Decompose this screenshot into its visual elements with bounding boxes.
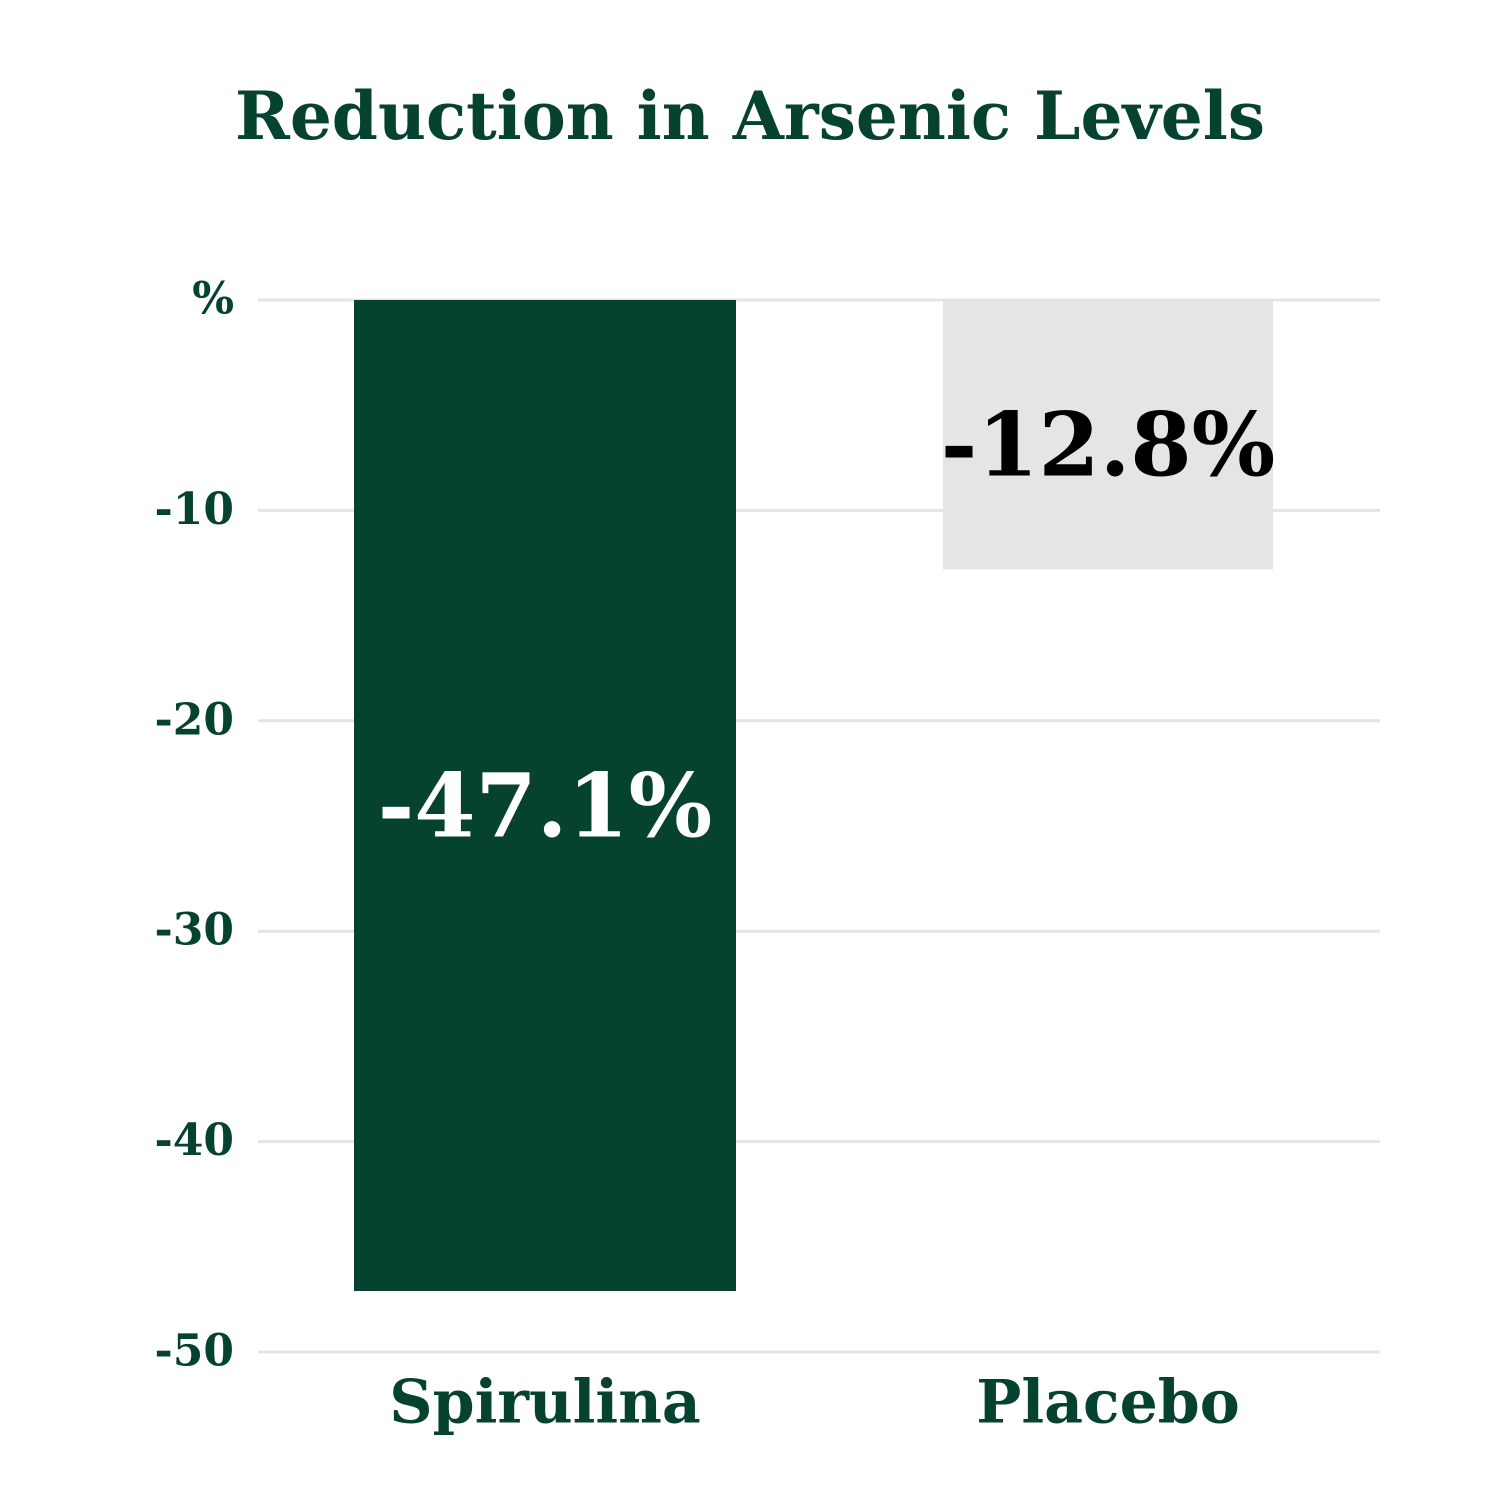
value-label: -12.8% — [941, 393, 1275, 497]
x-tick-label: Spirulina — [389, 1368, 700, 1438]
y-tick-label: -40 — [155, 1115, 235, 1166]
chart-title: Reduction in Arsenic Levels — [235, 77, 1265, 155]
y-tick-label: -10 — [155, 484, 235, 535]
bar — [354, 300, 736, 1291]
x-tick-label: Placebo — [976, 1368, 1239, 1438]
y-tick-label: % — [192, 274, 234, 325]
bar — [943, 300, 1273, 570]
y-tick-label: -20 — [155, 694, 235, 745]
y-tick-label: -50 — [155, 1326, 235, 1377]
value-label: -47.1% — [378, 753, 712, 857]
y-tick-label: -30 — [155, 905, 235, 956]
